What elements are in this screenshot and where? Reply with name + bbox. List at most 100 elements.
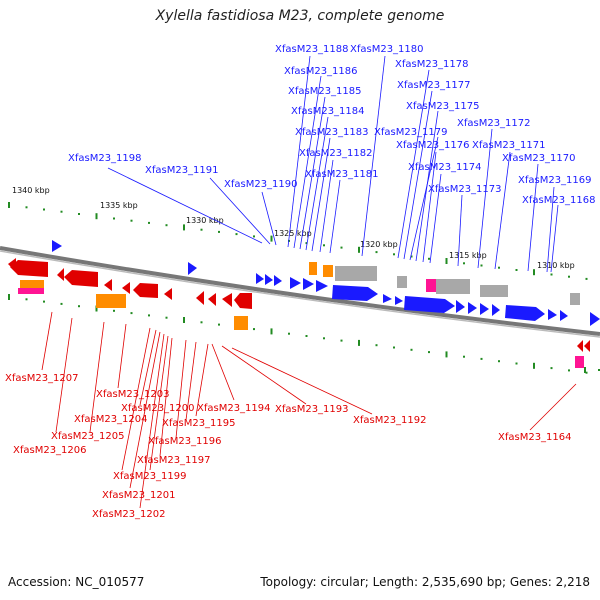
bottom-labels: XfasM23_1207 XfasM23_1203 XfasM23_1200 X…: [5, 373, 572, 520]
gene-label: XfasM23_1177: [397, 80, 471, 91]
gene-label: XfasM23_1201: [102, 490, 176, 501]
forward-genes: [52, 240, 600, 326]
gene-label: XfasM23_1199: [113, 471, 187, 482]
gene-label: XfasM23_1195: [162, 418, 236, 429]
scale-tick: [270, 328, 273, 335]
gene-arrow: [468, 302, 477, 314]
gene-label: XfasM23_1191: [145, 165, 219, 176]
scale-tick: [498, 360, 500, 363]
scale-tick: [43, 208, 45, 211]
gene-arrow: [188, 262, 197, 275]
gene-label: XfasM23_1194: [197, 403, 271, 414]
scale-tick: [130, 219, 133, 222]
gene-label: XfasM23_1176: [396, 140, 470, 151]
gene-label: XfasM23_1204: [74, 414, 148, 425]
gene-arrow: [208, 293, 216, 306]
scale-tick: [428, 257, 430, 260]
gene-label: XfasM23_1206: [13, 445, 87, 456]
gene-arrow: [290, 277, 301, 289]
gene-label: XfasM23_1202: [92, 509, 166, 520]
scale-tick: [340, 339, 343, 342]
gray-feature: [570, 293, 580, 305]
scale-tick: [550, 367, 553, 370]
scale-tick: [585, 277, 588, 280]
scale-tick: [78, 213, 80, 215]
scale-tick: [410, 348, 413, 351]
scale-tick: [218, 323, 220, 326]
gene-arrow: [505, 305, 545, 321]
kbp-label: 1325 kbp: [274, 229, 312, 238]
scale-tick: [60, 210, 63, 213]
gene-label: XfasM23_1207: [5, 373, 79, 384]
gene-arrow: [560, 310, 568, 321]
scale-labels: 1340 kbp 1335 kbp 1330 kbp 1325 kbp 1320…: [12, 186, 575, 270]
scale-tick: [78, 305, 80, 308]
scale-tick: [200, 228, 203, 231]
scale-tick: [498, 266, 500, 269]
scale-tick: [305, 335, 308, 337]
gene-arrow: [196, 291, 204, 305]
scale-tick: [95, 213, 98, 220]
scale-tick: [113, 309, 115, 312]
gene-label: XfasM23_1192: [353, 415, 427, 426]
backbone: [0, 246, 600, 338]
scale-tick: [183, 224, 185, 231]
scale-ticks: [8, 202, 600, 374]
other-features: [18, 262, 584, 368]
gene-arrow: [122, 282, 130, 294]
scale-tick: [60, 302, 63, 305]
gene-label: XfasM23_1168: [522, 195, 596, 206]
kbp-label: 1330 kbp: [186, 216, 224, 225]
scale-tick: [358, 339, 360, 346]
gene-arrow: [57, 268, 64, 281]
gene-label: XfasM23_1205: [51, 431, 125, 442]
scale-tick: [305, 242, 308, 245]
gray-feature: [397, 276, 407, 288]
gene-label: XfasM23_1196: [148, 436, 222, 447]
gene-label: XfasM23_1193: [275, 404, 349, 415]
scale-tick: [445, 351, 448, 358]
gene-arrow: [584, 340, 590, 352]
scale-tick: [218, 230, 220, 233]
scale-tick: [25, 298, 28, 301]
scale-tick: [428, 351, 430, 354]
scale-tick: [323, 337, 325, 340]
gene-label: XfasM23_1169: [518, 175, 592, 186]
gene-arrow: [265, 274, 273, 285]
scale-tick: [183, 317, 185, 323]
gene-arrow: [222, 293, 232, 307]
scale-tick: [253, 328, 255, 331]
gene-arrow: [316, 280, 328, 292]
gene-arrow: [383, 294, 392, 303]
gene-label: XfasM23_1179: [374, 127, 448, 138]
gray-feature: [335, 266, 377, 281]
scale-tick: [515, 362, 518, 365]
gene-label: XfasM23_1182: [299, 148, 373, 159]
pink-feature: [426, 279, 436, 292]
scale-tick: [148, 314, 150, 317]
gene-arrow: [492, 304, 500, 316]
scale-tick: [533, 362, 535, 369]
gene-label: XfasM23_1172: [457, 118, 531, 129]
kbp-label: 1340 kbp: [12, 186, 50, 195]
pink-feature: [18, 288, 44, 294]
gene-arrow: [303, 278, 314, 290]
gene-arrow: [256, 273, 264, 284]
scale-tick: [165, 316, 168, 319]
scale-tick: [585, 371, 588, 374]
gene-label: XfasM23_1185: [288, 86, 362, 97]
gene-label: XfasM23_1197: [137, 455, 211, 466]
scale-tick: [410, 255, 413, 258]
scale-tick: [445, 258, 448, 264]
gene-label: XfasM23_1174: [408, 162, 482, 173]
gene-arrow: [404, 296, 455, 313]
reverse-genes: [8, 258, 590, 352]
scale-tick: [95, 305, 98, 312]
gene-arrow: [52, 240, 62, 252]
orange-feature: [96, 294, 126, 308]
scale-tick: [358, 246, 360, 253]
gene-label: XfasM23_1173: [428, 184, 502, 195]
gene-label: XfasM23_1170: [502, 153, 576, 164]
scale-tick: [323, 244, 325, 247]
